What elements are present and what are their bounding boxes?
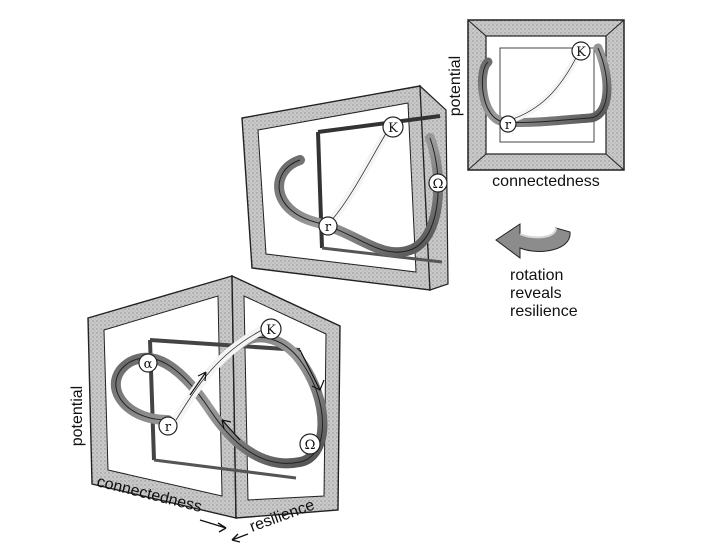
top-cube-corner-line xyxy=(605,19,625,37)
bottom-cube-alpha-marker xyxy=(138,353,158,373)
middle-cube-ribbon-edge xyxy=(278,137,439,253)
connectedness-arrow-icon xyxy=(199,519,227,533)
top-cube-K-marker xyxy=(571,41,591,61)
bottom-cube-alpha-label: α xyxy=(144,357,153,372)
middle-cube-ribbon-light-edge xyxy=(329,129,389,223)
middle-cube-K-marker xyxy=(382,116,404,138)
middle-cube-omega-label: Ω xyxy=(433,177,444,192)
bottom-cube-back-edge xyxy=(153,458,297,480)
top-cube-corner-line xyxy=(605,153,625,171)
ribbon-arrow-icon xyxy=(299,349,325,392)
bottom-cube-r-marker xyxy=(158,416,178,436)
top-cube-ribbon-light-edge xyxy=(509,53,579,121)
rotation-line-2: reveals xyxy=(510,285,562,302)
middle-cube: K r Ω xyxy=(241,84,449,291)
middle-cube-back-edge xyxy=(317,114,441,134)
bottom-cube-omega-marker xyxy=(299,433,321,455)
bottom-cube-front-opening xyxy=(103,295,223,497)
bottom-cube-potential-label: potential xyxy=(69,386,86,447)
ribbon-arrow-icon xyxy=(221,419,241,441)
bottom-cube-K-marker xyxy=(260,318,282,340)
bottom-cube-back-edge xyxy=(149,338,301,352)
curved-arrow-highlight xyxy=(519,227,557,239)
top-cube: K r potential connectedness xyxy=(447,19,625,190)
bottom-cube-r-label: r xyxy=(165,420,172,435)
top-cube-corner-line xyxy=(467,19,487,37)
middle-cube-r-label: r xyxy=(325,220,332,235)
top-cube-r-marker xyxy=(499,115,517,133)
top-cube-connectedness-label: connectedness xyxy=(492,173,600,190)
top-cube-r-label: r xyxy=(505,118,512,133)
bottom-cube-ribbon-light-edge xyxy=(175,329,263,421)
resilience-arrow-icon xyxy=(231,533,249,543)
bottom-cube-omega-label: Ω xyxy=(305,438,316,453)
middle-cube-omega-marker xyxy=(428,173,448,193)
bottom-cube-ribbon-edge xyxy=(115,336,323,464)
top-cube-corner-line xyxy=(467,153,487,171)
middle-cube-r-marker xyxy=(318,216,338,236)
top-cube-potential-label: potential xyxy=(447,56,464,117)
bottom-cube-K-label: K xyxy=(266,323,276,338)
top-cube-back-frame xyxy=(499,47,595,143)
ribbon-arrow-icon xyxy=(189,371,207,396)
bottom-cube: K α r Ω potential connectedness resilien… xyxy=(69,274,341,543)
rotation-line-1: rotation xyxy=(510,267,563,284)
curved-arrow-icon xyxy=(495,223,571,259)
middle-cube-K-label: K xyxy=(388,121,398,136)
top-cube-K-label: K xyxy=(576,45,586,60)
top-cube-ribbon-edge xyxy=(481,47,608,124)
rotation-line-3: resilience xyxy=(510,303,578,320)
rotation-indicator: rotation reveals resilience xyxy=(495,223,578,320)
